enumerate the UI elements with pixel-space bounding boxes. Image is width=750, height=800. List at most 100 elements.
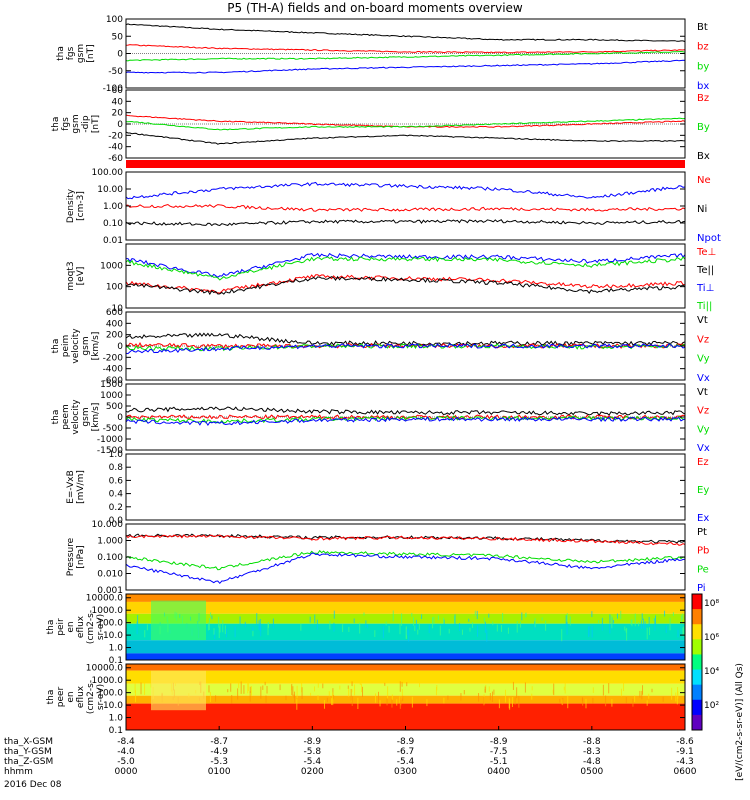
y-axis-label: gsm bbox=[81, 336, 91, 355]
spectrogram-texture bbox=[250, 686, 252, 696]
footer-value: -8.6 bbox=[676, 737, 694, 747]
spectrogram-texture bbox=[268, 621, 270, 628]
y-axis-label: peim bbox=[61, 335, 71, 358]
panel-frame bbox=[125, 453, 686, 521]
spectrogram-texture bbox=[609, 614, 611, 624]
spectrogram-texture bbox=[644, 621, 646, 631]
spectrogram-texture bbox=[508, 697, 510, 709]
legend-entry: Vt bbox=[697, 387, 708, 398]
y-axis-label: (cm2-s- bbox=[86, 680, 96, 714]
colorbar-segment bbox=[692, 594, 702, 610]
spectrogram-texture bbox=[310, 692, 312, 696]
y-axis-label: sr-eV) bbox=[96, 614, 106, 640]
legend-entry: bx bbox=[697, 81, 709, 92]
spectrogram-texture bbox=[391, 694, 393, 700]
legend-entry: Ez bbox=[697, 457, 709, 468]
y-tick-label: 0 bbox=[117, 50, 123, 60]
spectrogram-texture bbox=[332, 692, 334, 706]
footer-value: 0000 bbox=[115, 767, 138, 777]
spectrogram-texture bbox=[505, 689, 507, 703]
spectrogram-texture bbox=[362, 686, 364, 698]
spectrogram-texture bbox=[461, 629, 463, 635]
y-axis-label: tha bbox=[51, 339, 61, 354]
series-line-density-Npot bbox=[125, 181, 686, 200]
y-tick-label: 0.01 bbox=[103, 236, 123, 246]
spectrogram-texture bbox=[439, 625, 441, 636]
y-axis-label: tha bbox=[46, 690, 56, 705]
y-axis-label: [nT] bbox=[86, 44, 96, 62]
spectrogram-texture bbox=[378, 691, 380, 704]
y-axis-label: [km/s] bbox=[91, 403, 101, 432]
legend-entry: Ne bbox=[697, 175, 711, 186]
y-tick-label: 0 bbox=[117, 120, 123, 130]
spectrogram-texture bbox=[676, 696, 678, 705]
spectrogram-texture bbox=[443, 617, 445, 624]
footer-value: -7.5 bbox=[490, 747, 508, 757]
series-line-peim_velocity-Vt bbox=[125, 332, 686, 347]
spectrogram-feature bbox=[151, 670, 206, 711]
spectrogram-texture bbox=[531, 693, 533, 700]
spectrogram-texture bbox=[432, 617, 434, 629]
spectrogram-texture bbox=[402, 695, 404, 702]
spectrogram-texture bbox=[552, 689, 554, 694]
spectrogram-texture bbox=[484, 621, 486, 633]
footer-row-label: tha_Z-GSM bbox=[4, 757, 53, 767]
series-line-peem_velocity-Vt bbox=[125, 406, 686, 417]
y-tick-label: 600 bbox=[106, 308, 123, 318]
y-tick-label: 0.010 bbox=[97, 570, 123, 580]
spectrogram-texture bbox=[418, 683, 420, 688]
series-line-temperature-Ti|| bbox=[125, 256, 686, 281]
series-line-fgs_gsm-Bt bbox=[125, 23, 686, 43]
spectrogram-texture bbox=[365, 620, 367, 628]
spectrogram-texture bbox=[322, 683, 324, 689]
y-axis-label: [eV] bbox=[76, 267, 86, 286]
spectrogram-texture bbox=[605, 695, 607, 707]
legend-entry: Bz bbox=[697, 93, 709, 104]
spectrogram-texture bbox=[682, 627, 684, 637]
legend-entry: Vy bbox=[697, 424, 710, 435]
spectrogram-texture bbox=[291, 683, 293, 696]
spectrogram-texture bbox=[222, 620, 224, 633]
legend-entry: Pe bbox=[697, 564, 709, 575]
spectrogram-texture bbox=[219, 624, 221, 633]
spectrogram-texture bbox=[331, 698, 333, 706]
series-line-fgs_gsm_dip-Bx bbox=[125, 131, 686, 145]
spectrogram-texture bbox=[231, 695, 233, 704]
y-axis-label: [cm-3] bbox=[76, 191, 86, 221]
spectrogram-texture bbox=[519, 621, 521, 628]
spectrogram-texture bbox=[126, 618, 128, 628]
spectrogram-texture bbox=[675, 692, 677, 702]
y-tick-label: 10.0 bbox=[103, 631, 123, 641]
spectrogram-texture bbox=[641, 613, 643, 621]
spectrogram-texture bbox=[213, 628, 215, 635]
spectrogram-texture bbox=[272, 618, 274, 629]
spectrogram-texture bbox=[601, 617, 603, 631]
spectrogram-texture bbox=[249, 691, 251, 702]
legend-entry: Vt bbox=[697, 315, 708, 326]
spectrogram-texture bbox=[353, 618, 355, 624]
spectrogram-texture bbox=[234, 626, 236, 638]
panel-fgs_gsm_dip bbox=[125, 89, 686, 159]
panel-pressure bbox=[125, 523, 686, 591]
spectrogram-texture bbox=[329, 620, 331, 630]
spectrogram-texture bbox=[632, 698, 634, 707]
spectrogram-texture bbox=[375, 693, 377, 703]
spectrogram-texture bbox=[602, 684, 604, 696]
legend-entry: Pb bbox=[697, 546, 709, 557]
colorbar-segment bbox=[692, 669, 702, 686]
spectrogram-texture bbox=[488, 613, 490, 618]
spectrogram-texture bbox=[511, 697, 513, 708]
spectrogram-texture bbox=[401, 613, 403, 626]
colorbar-tick: 10² bbox=[704, 701, 719, 711]
y-tick-label: 10000.0 bbox=[86, 594, 123, 604]
footer-row-label: tha_X-GSM bbox=[4, 737, 53, 747]
y-axis-label: eflux bbox=[76, 615, 86, 638]
spectrogram-texture bbox=[408, 629, 410, 642]
spectrogram-texture bbox=[592, 697, 594, 704]
spectrogram-band bbox=[126, 664, 685, 671]
spectrogram-texture bbox=[387, 686, 389, 699]
footer-value: -4.0 bbox=[117, 747, 135, 757]
footer-value: -5.0 bbox=[117, 757, 135, 767]
spectrogram-texture bbox=[492, 621, 494, 626]
spectrogram-texture bbox=[252, 630, 254, 637]
